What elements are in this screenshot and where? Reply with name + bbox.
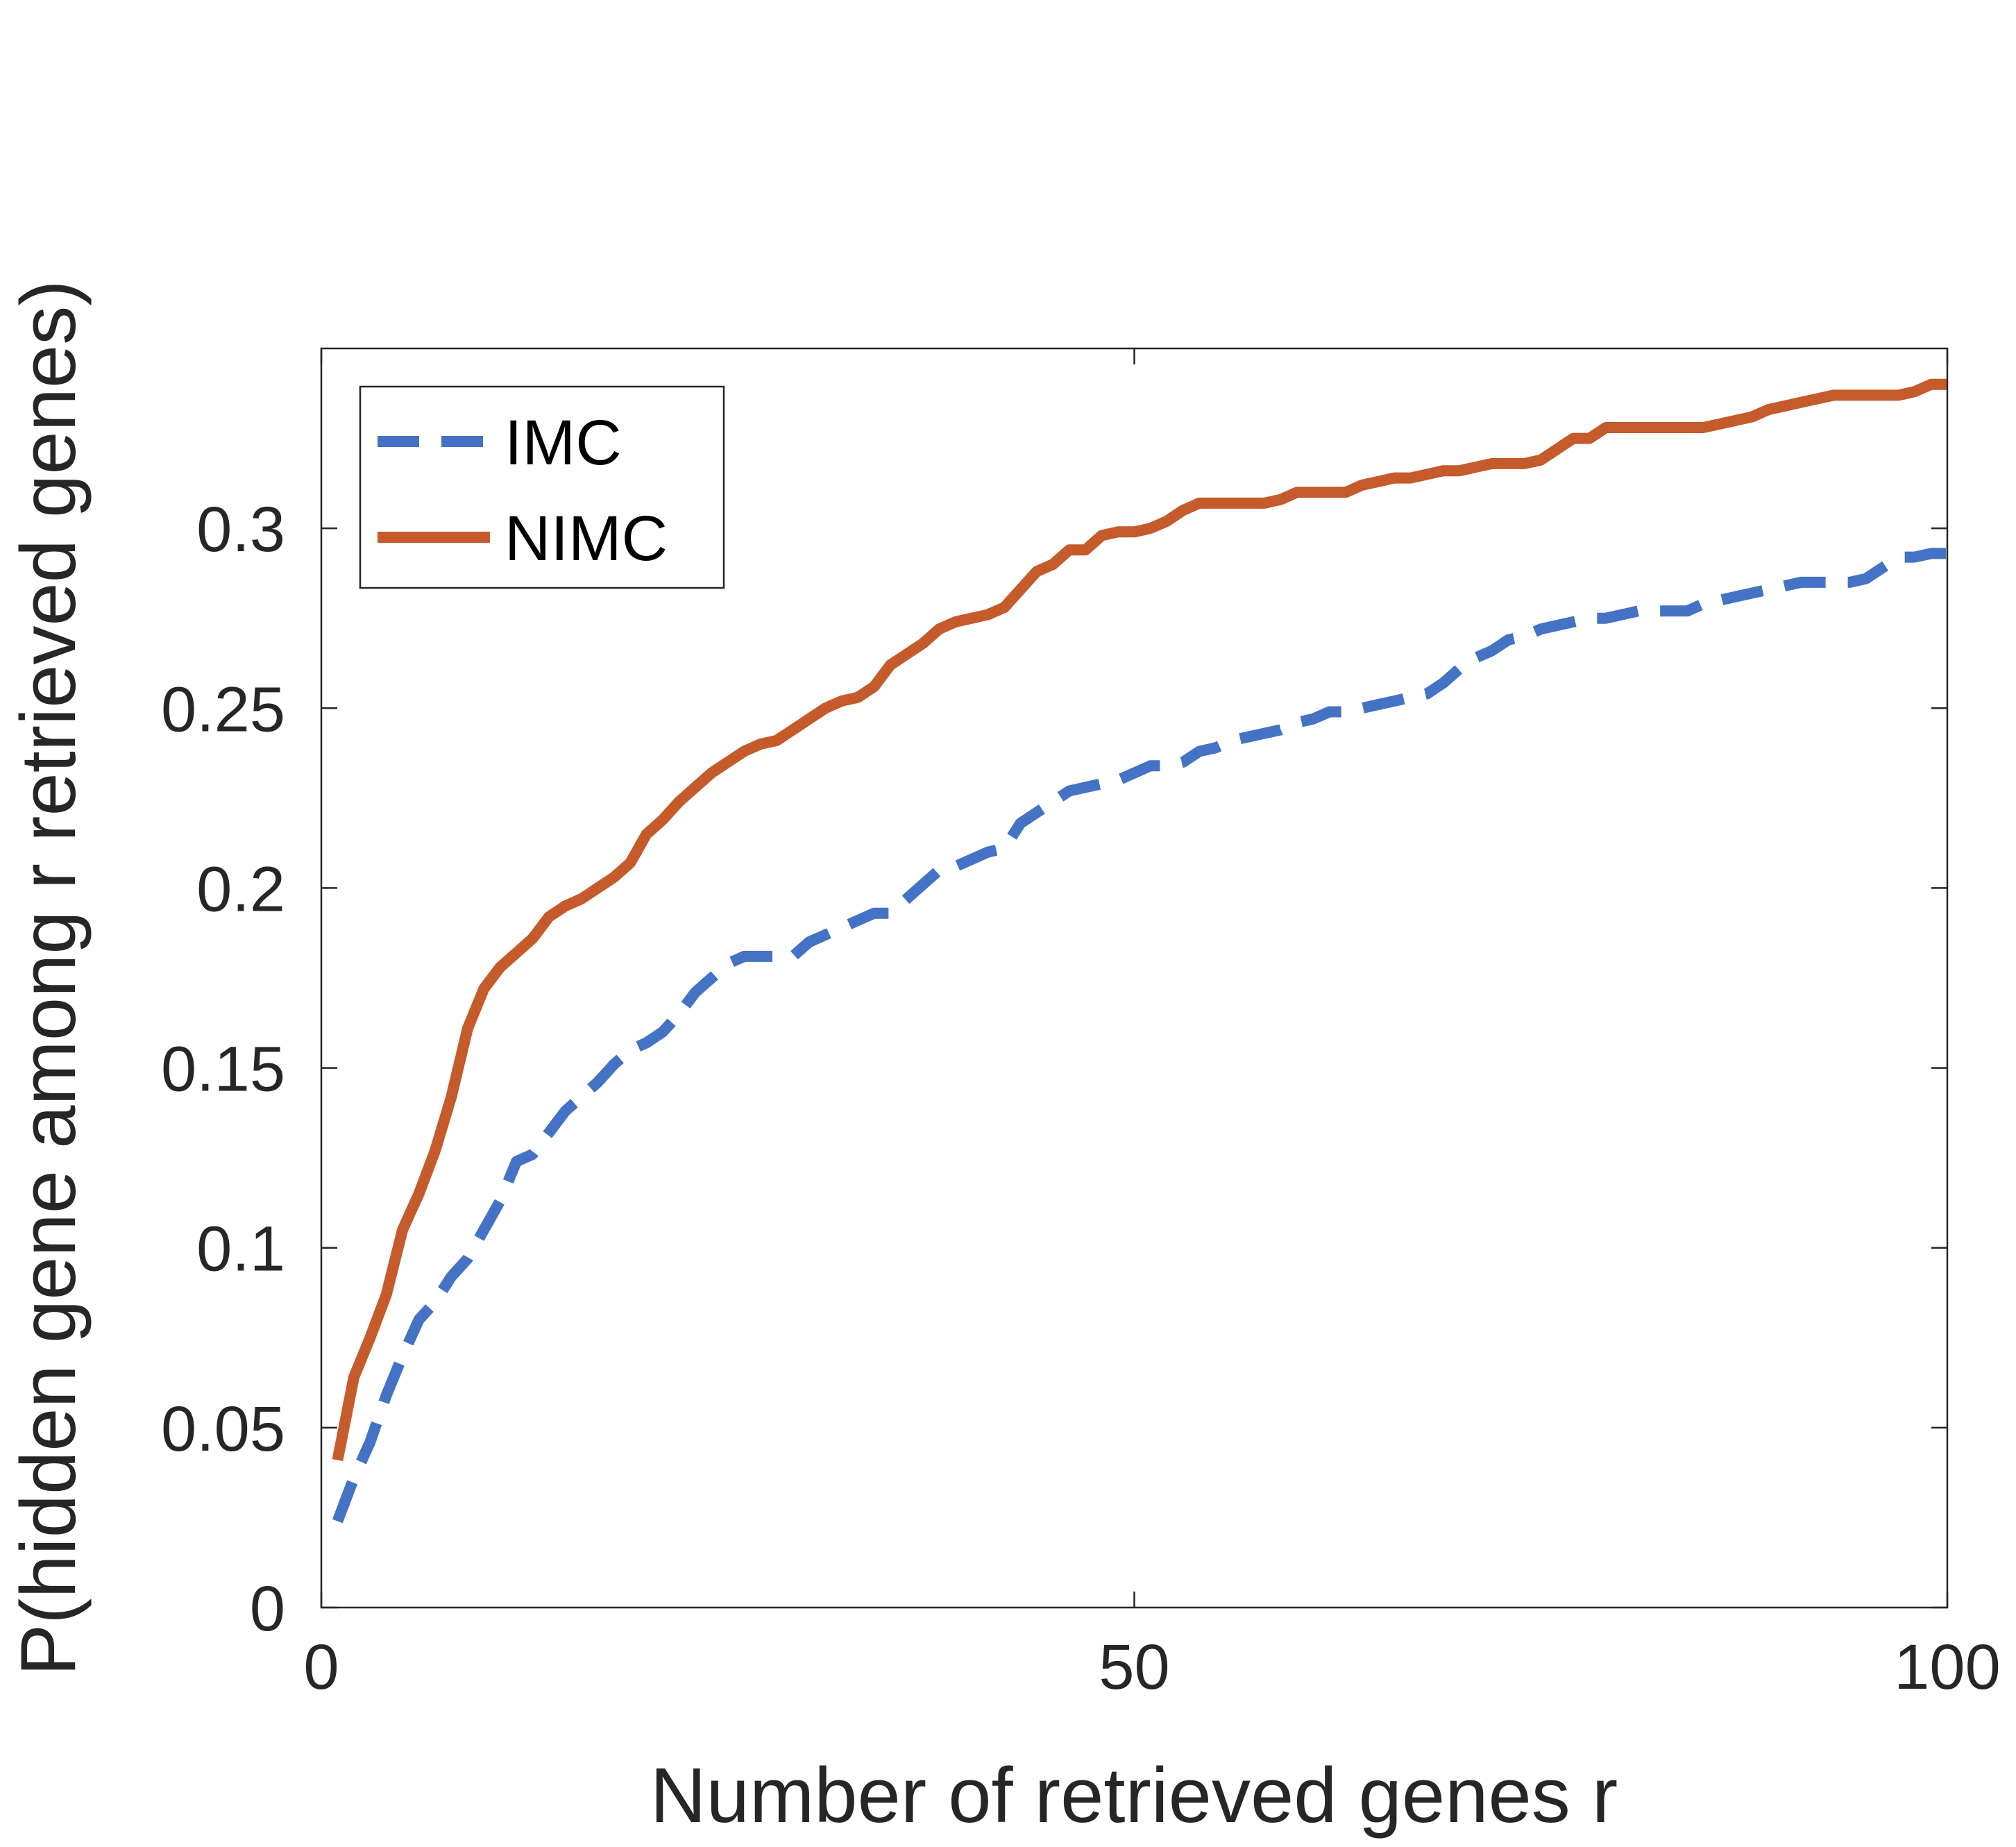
y-tick-label: 0.05 <box>161 1394 285 1465</box>
series-layer <box>332 378 1947 1524</box>
y-tick-label: 0 <box>250 1574 285 1644</box>
series-line-imc <box>332 548 1947 1524</box>
tick-labels-layer: 0 50 100 0 0.05 0.1 0.15 0.2 0.25 0.3 <box>161 494 2001 1703</box>
x-tick-label: 100 <box>1894 1632 2001 1703</box>
legend-box <box>359 385 725 589</box>
x-tick-label: 0 <box>303 1632 339 1703</box>
y-axis-label: P(hidden gene among r retrieved genes) <box>5 280 92 1676</box>
x-axis-label: Number of retrieved genes r <box>650 1752 1618 1839</box>
y-tick-label: 0.25 <box>161 674 285 745</box>
legend-label-imc: IMC <box>505 407 622 478</box>
legend-label-nimc: NIMC <box>505 503 668 574</box>
y-tick-label: 0.1 <box>196 1214 285 1285</box>
x-tick-label: 50 <box>1099 1632 1169 1703</box>
y-tick-label: 0.15 <box>161 1034 285 1105</box>
legend-entries: IMC NIMC <box>378 407 668 574</box>
y-tick-label: 0.3 <box>196 494 285 565</box>
legend: IMC NIMC <box>359 385 725 589</box>
ticks-layer <box>320 348 1949 1609</box>
series-line-nimc <box>332 378 1947 1462</box>
y-tick-label: 0.2 <box>196 854 285 925</box>
